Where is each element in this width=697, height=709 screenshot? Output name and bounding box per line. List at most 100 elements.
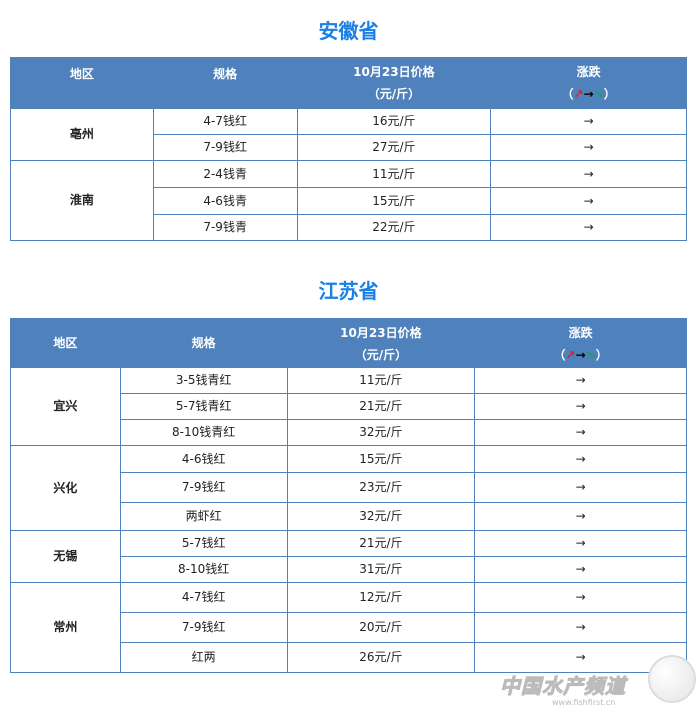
header-region: 地区 [10,318,121,368]
spec-cell: 4-7钱红 [119,582,288,613]
header-spec: 规格 [119,318,288,368]
legend-open: （ [561,87,574,101]
price-cell: 26元/斤 [286,642,476,673]
trend-legend: （↗→↘） [491,87,686,102]
table-row: 红两 26元/斤 → [11,642,687,673]
table-row: 无锡 5-7钱红 21元/斤 → [10,530,687,583]
table-row: 7-9钱红 23元/斤 → [11,472,687,503]
header-trend: 涨跌 （↗→↘） [490,57,687,109]
legend-close: ） [595,348,608,362]
header-region-label: 地区 [69,67,94,81]
trend-cell: → [490,214,687,241]
table-row: 常州 4-7钱红 12元/斤 → [10,582,687,673]
watermark-logo: 中国水产频道 [500,674,626,698]
price-cell: 11元/斤 [286,367,476,394]
price-cell: 15元/斤 [286,445,476,473]
trend-cell: → [474,393,687,420]
spec-cell: 4-6钱青 [152,187,298,215]
header-row: 地区 规格 10月23日价格 （元/斤） 涨跌 （↗→↘） [10,318,687,368]
spec-cell: 7-9钱红 [152,134,298,161]
legend-down-icon: ↘ [585,348,596,362]
header-price-label: 10月23日价格 [340,326,422,340]
province-title: 江苏省 [318,279,379,303]
price-cell: 16元/斤 [296,108,492,135]
table-row: 7-9钱红 20元/斤 → [11,612,687,643]
price-cell: 11元/斤 [296,160,492,188]
globe-logo-icon [648,655,696,703]
header-trend-label: 涨跌 [568,326,593,340]
header-unit-label: （元/斤） [354,348,408,362]
price-cell: 15元/斤 [296,187,492,215]
table-row: 4-6钱青 15元/斤 → [11,187,687,215]
legend-up-icon: ↗ [565,348,576,362]
header-spec-label: 规格 [191,336,216,350]
legend-flat-icon: → [583,87,594,101]
price-cell: 21元/斤 [286,530,476,557]
trend-cell: → [474,582,687,613]
table-row: 7-9钱青 22元/斤 → [11,214,687,241]
region-cell: 亳州 [10,108,154,161]
region-cell: 兴化 [10,445,121,531]
legend-close: ） [603,87,616,101]
trend-cell: → [474,445,687,473]
trend-cell: → [490,187,687,215]
header-spec: 规格 [152,57,298,109]
table-row: 淮南 2-4钱青 11元/斤 → [10,160,687,241]
table-row: 8-10钱青红 32元/斤 → [11,419,687,446]
trend-cell: → [474,367,687,394]
header-spec-label: 规格 [213,67,238,81]
trend-cell: → [490,134,687,161]
spec-cell: 5-7钱青红 [119,393,288,420]
trend-cell: → [490,108,687,135]
table-row: 宜兴 3-5钱青红 11元/斤 → [10,367,687,446]
region-cell: 宜兴 [10,367,121,446]
trend-cell: → [490,160,687,188]
spec-cell: 3-5钱青红 [119,367,288,394]
trend-cell: → [474,502,687,531]
legend-down-icon: ↘ [593,87,604,101]
legend-up-icon: ↗ [573,87,584,101]
header-price: 10月23日价格 （元/斤） [286,318,476,368]
trend-cell: → [474,419,687,446]
table-row: 8-10钱红 31元/斤 → [11,556,687,583]
province-title: 安徽省 [318,19,379,43]
legend-flat-icon: → [575,348,586,362]
region-cell: 无锡 [10,530,121,583]
price-cell: 21元/斤 [286,393,476,420]
watermark-url: www.fishfirst.cn [552,698,616,707]
spec-cell: 两虾红 [119,502,288,531]
price-table: 地区 规格 10月23日价格 （元/斤） 涨跌 （↗→↘） 亳州 4-7钱红 16元/斤 → 7-9… [10,57,687,241]
header-unit-label: （元/斤） [367,87,421,101]
price-cell: 20元/斤 [286,612,476,643]
trend-cell: → [474,530,687,557]
region-cell: 常州 [10,582,121,673]
spec-cell: 4-6钱红 [119,445,288,473]
spec-cell: 4-7钱红 [152,108,298,135]
header-row: 地区 规格 10月23日价格 （元/斤） 涨跌 （↗→↘） [10,57,687,109]
trend-legend: （↗→↘） [475,348,686,363]
spec-cell: 红两 [119,642,288,673]
spec-cell: 8-10钱青红 [119,419,288,446]
trend-cell: → [474,472,687,503]
price-cell: 31元/斤 [286,556,476,583]
price-cell: 22元/斤 [296,214,492,241]
price-cell: 32元/斤 [286,419,476,446]
price-cell: 32元/斤 [286,502,476,531]
spec-cell: 2-4钱青 [152,160,298,188]
price-cell: 23元/斤 [286,472,476,503]
spec-cell: 7-9钱红 [119,472,288,503]
trend-cell: → [474,612,687,643]
price-cell: 12元/斤 [286,582,476,613]
spec-cell: 7-9钱青 [152,214,298,241]
trend-cell: → [474,556,687,583]
spec-cell: 7-9钱红 [119,612,288,643]
header-trend: 涨跌 （↗→↘） [474,318,687,368]
header-region: 地区 [10,57,154,109]
region-cell: 淮南 [10,160,154,241]
legend-open: （ [553,348,566,362]
spec-cell: 5-7钱红 [119,530,288,557]
header-price: 10月23日价格 （元/斤） [296,57,492,109]
price-table: 地区 规格 10月23日价格 （元/斤） 涨跌 （↗→↘） 宜兴 3-5钱青红 11元/斤 → 5-… [10,318,687,673]
spec-cell: 8-10钱红 [119,556,288,583]
price-cell: 27元/斤 [296,134,492,161]
